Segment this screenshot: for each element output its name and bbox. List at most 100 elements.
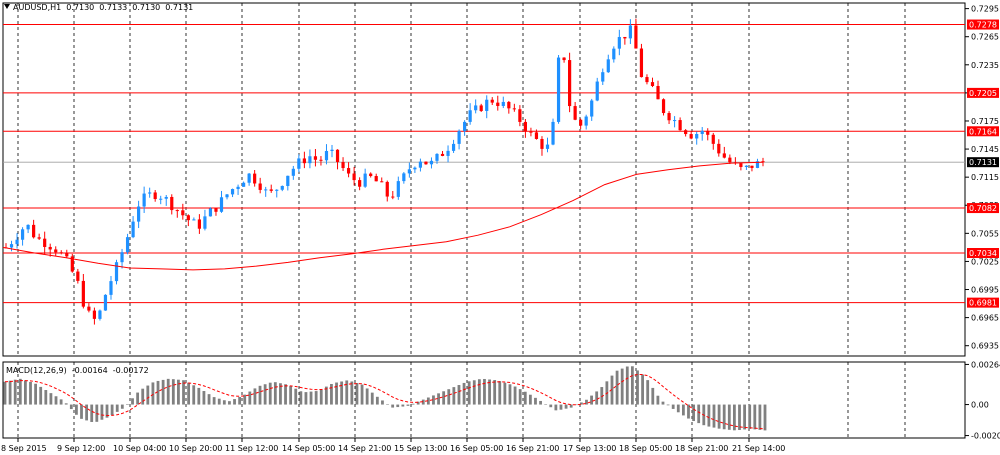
candle-body: [92, 310, 97, 319]
close-value: 0.7131: [165, 3, 194, 12]
macd-histogram-bar: [636, 370, 639, 405]
macd-histogram-bar: [75, 404, 78, 415]
candle-body: [153, 192, 157, 200]
macd-histogram-bar: [13, 379, 17, 405]
macd-histogram-bar: [375, 396, 379, 405]
price-header: AUDUSD,H1 0.7130 0.7133 0.7130 0.7131: [4, 3, 198, 12]
macd-histogram-bar: [156, 380, 160, 405]
macd-histogram-bar: [477, 379, 481, 405]
candle-body: [601, 72, 605, 82]
x-tick-label: 11 Sep 12:00: [225, 444, 278, 453]
macd-signal-line: [4, 374, 766, 430]
x-tick-label: 10 Sep 20:00: [169, 444, 222, 453]
open-value: 0.7130: [66, 3, 95, 12]
x-tick-label: 9 Sep 12:00: [57, 444, 105, 453]
candle-body: [253, 173, 257, 184]
x-tick-label: 8 Sep 2015: [1, 444, 47, 453]
macd-histogram-bar: [294, 388, 298, 405]
macd-histogram-bar: [90, 404, 94, 422]
candle-body: [446, 150, 450, 156]
candle-body: [335, 149, 340, 163]
macd-histogram-bar: [120, 404, 124, 409]
timeframe-label: H1: [50, 3, 62, 12]
candle-body: [645, 77, 649, 83]
macd-histogram-bar: [39, 386, 43, 405]
candle-body: [529, 131, 533, 133]
candle-body: [623, 36, 627, 39]
candle-body: [695, 133, 699, 139]
candle-body: [534, 132, 539, 139]
candle-body: [661, 99, 666, 114]
candle-body: [43, 238, 47, 247]
candle-body: [485, 99, 489, 111]
macd-histogram-bar: [335, 382, 338, 405]
dropdown-triangle-icon[interactable]: [4, 4, 10, 9]
candle-body: [667, 113, 671, 121]
macd-histogram-bar: [370, 392, 374, 405]
candle-body: [87, 306, 91, 311]
macd-histogram-bar: [177, 379, 180, 405]
macd-histogram-bar: [712, 404, 716, 428]
macd-histogram-bar: [330, 383, 333, 405]
macd-histogram-bar: [59, 399, 63, 405]
candle-body: [573, 106, 577, 120]
candle-body: [219, 197, 224, 212]
macd-histogram-bar: [727, 404, 731, 430]
macd-histogram-bar: [610, 375, 614, 405]
candle-body: [148, 192, 152, 194]
candle-body: [650, 82, 655, 86]
macd-histogram-bar: [381, 400, 384, 405]
candle-body: [568, 60, 572, 107]
candle-body: [341, 162, 345, 169]
macd-histogram-bar: [212, 397, 216, 405]
macd-histogram-bar: [279, 383, 282, 405]
macd-histogram-bar: [472, 380, 476, 405]
macd-histogram-bar: [717, 404, 721, 429]
macd-histogram-bar: [426, 397, 430, 405]
macd-histogram-bar: [671, 404, 675, 409]
candle-body: [192, 219, 196, 221]
candle-body: [374, 176, 378, 182]
candle-body: [264, 189, 268, 191]
macd-histogram-bar: [518, 389, 522, 405]
macd-histogram-bar: [732, 404, 736, 431]
macd-histogram-bar: [396, 404, 400, 408]
macd-histogram-bar: [625, 366, 629, 405]
candle-body: [26, 224, 30, 230]
symbol-label: AUDUSD: [13, 3, 48, 12]
candle-body: [463, 121, 467, 132]
macd-histogram-bar: [243, 394, 247, 405]
macd-histogram-bar: [197, 387, 201, 405]
candle-body: [319, 159, 323, 161]
macd-histogram-bar: [24, 380, 27, 405]
macd-histogram-bar: [630, 366, 634, 405]
candle-body: [313, 156, 318, 160]
candle-body: [20, 229, 25, 240]
candle-body: [380, 181, 384, 183]
candle-body: [490, 99, 494, 103]
high-value: 0.7133: [99, 3, 128, 12]
x-tick-label: 17 Sep 13:00: [563, 444, 616, 453]
macd-histogram-bar: [324, 386, 328, 405]
macd-histogram-bar: [365, 388, 369, 405]
candle-body: [744, 165, 749, 167]
low-value: 0.7130: [132, 3, 161, 12]
candle-body: [678, 120, 682, 131]
macd-histogram-bar: [722, 404, 726, 430]
macd-y-tick-label: 0.00: [971, 401, 989, 410]
macd-histogram-bar: [743, 404, 746, 430]
candle-body: [352, 173, 356, 181]
macd-histogram-bar: [115, 404, 119, 412]
macd-histogram-bar: [406, 404, 410, 406]
candle-body: [363, 173, 367, 187]
macd-value: -0.00164: [71, 366, 108, 375]
macd-header: MACD(12,26,9) -0.00164 -0.00172: [6, 366, 154, 375]
x-tick-label: 18 Sep 05:00: [619, 444, 672, 453]
macd-histogram-bar: [18, 378, 22, 405]
candle-body: [562, 57, 566, 61]
macd-histogram-bar: [697, 404, 701, 424]
candle-body: [711, 134, 715, 144]
candle-body: [175, 210, 179, 212]
macd-histogram-bar: [579, 402, 583, 405]
